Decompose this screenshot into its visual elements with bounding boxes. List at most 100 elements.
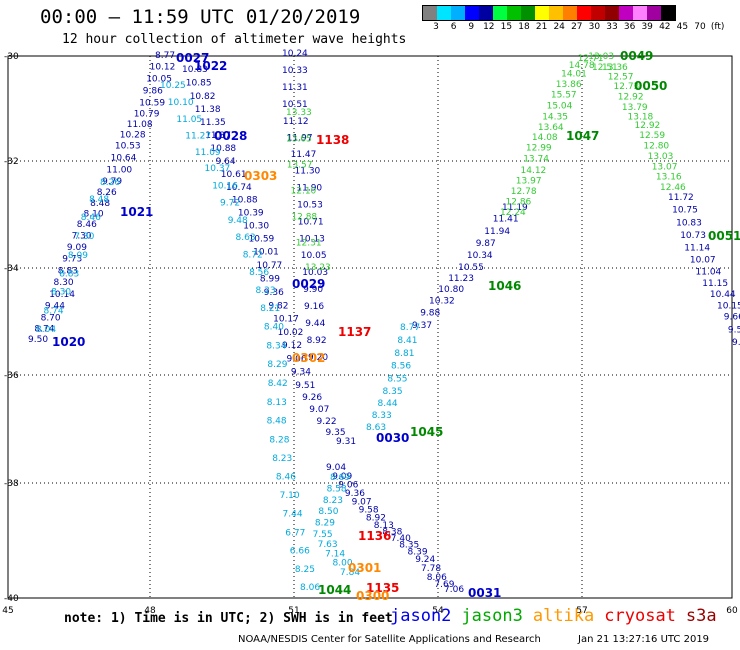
colorbar-tick: 39 <box>641 22 653 32</box>
colorbar-swatch <box>423 6 437 20</box>
swh-value-label: 9.35 <box>326 428 346 438</box>
swh-value-label: 10.15 <box>717 301 740 311</box>
swh-value-label: 11.47 <box>291 150 317 160</box>
swh-value-label: 10.74 <box>226 183 252 193</box>
lat-tick-label: -36 <box>4 371 19 381</box>
swh-value-label: 15.57 <box>551 91 577 101</box>
swh-value-label: 10.07 <box>690 256 716 266</box>
swh-value-label: 7.78 <box>421 564 441 574</box>
swh-value-label: 10.14 <box>49 290 75 300</box>
swh-value-label: 10.59 <box>139 98 165 108</box>
swh-value-label: 11.09 <box>195 148 221 158</box>
pass-id-label: 0049 <box>620 49 653 63</box>
swh-value-label: 13.36 <box>602 63 628 73</box>
swh-value-label: 8.48 <box>90 199 110 209</box>
swh-value-label: 10.75 <box>672 206 698 216</box>
swh-value-label: 12.92 <box>635 121 661 131</box>
swh-value-label: 9.06 <box>287 354 307 364</box>
colorbar-tick: 18 <box>518 22 530 32</box>
swh-value-label: 13.03 <box>588 52 614 62</box>
swh-value-label: 8.00 <box>333 559 353 569</box>
swh-value-label: 11.08 <box>127 120 153 130</box>
pass-id-label: 0302 <box>292 351 325 365</box>
swh-value-label: 13.18 <box>628 112 654 122</box>
footer-note: note: 1) Time is in UTC; 2) SWH is in fe… <box>64 611 393 626</box>
swh-value-label: 7.06 <box>444 585 464 595</box>
swh-value-label: 13.97 <box>516 177 542 187</box>
swh-value-label: 9.48 <box>228 216 248 226</box>
legend-item: s3a <box>685 606 717 626</box>
swh-value-label: 8.40 <box>264 323 284 333</box>
swh-value-label: 8.74 <box>44 306 64 316</box>
swh-value-label: 7.69 <box>434 580 454 590</box>
swh-value-label: 10.05 <box>146 74 172 84</box>
pass-id-label: 0030 <box>376 431 409 445</box>
colorbar-swatch <box>465 6 479 20</box>
swh-value-label: 9.44 <box>45 302 65 312</box>
lon-tick-label: 48 <box>144 606 156 616</box>
swh-value-label: 13.23 <box>305 263 331 273</box>
swh-value-label: 9.24 <box>415 555 435 565</box>
swh-value-label: 10.64 <box>111 154 137 164</box>
swh-value-label: 10.34 <box>467 251 493 261</box>
swh-value-label: 8.30 <box>51 288 71 298</box>
swh-colorbar <box>422 5 676 21</box>
swh-value-label: 8.29 <box>267 360 287 370</box>
swh-value-label: 13.74 <box>523 155 549 165</box>
swh-value-label: 11.12 <box>283 117 309 127</box>
swh-value-label: 8.69 <box>330 473 350 483</box>
swh-value-label: 9.86 <box>143 86 163 96</box>
swh-value-label: 8.83 <box>58 266 78 276</box>
swh-value-label: 8.04 <box>36 325 56 335</box>
swh-value-label: 12.24 <box>500 208 526 218</box>
swh-value-label: 11.00 <box>106 165 132 175</box>
swh-value-label: 12.31 <box>296 238 322 248</box>
swh-value-label: 8.77 <box>155 51 175 61</box>
swh-value-label: 10.79 <box>134 109 160 119</box>
pass-id-label: 1046 <box>488 279 521 293</box>
swh-value-label: 11.31 <box>282 83 308 93</box>
swh-value-label: 11.19 <box>502 203 528 213</box>
swh-value-label: 11.97 <box>287 134 313 144</box>
map-title: 00:00 – 11:59 UTC 01/20/2019 <box>40 6 361 28</box>
swh-value-label: 9.56 <box>728 325 740 335</box>
swh-value-label: 10.83 <box>182 65 208 75</box>
swh-value-label: 12.73 <box>614 82 640 92</box>
colorbar-swatch <box>535 6 549 20</box>
swh-value-label: 8.48 <box>89 195 109 205</box>
colorbar-swatch <box>493 6 507 20</box>
colorbar-tick: 70 <box>694 22 706 32</box>
swh-value-label: 13.86 <box>556 80 582 90</box>
colorbar-tick: 42 <box>659 22 671 32</box>
legend-item: jason2 <box>390 606 452 626</box>
swh-value-label: 10.88 <box>232 196 258 206</box>
swh-value-label: 9.20 <box>308 353 328 363</box>
swh-value-label: 9.66 <box>724 313 740 323</box>
swh-value-label: 7.55 <box>313 530 333 540</box>
swh-value-label: 10.85 <box>186 79 212 89</box>
swh-value-label: 13.79 <box>622 103 648 113</box>
swh-value-label: 9.07 <box>309 405 329 415</box>
swh-value-label: 8.35 <box>399 541 419 551</box>
swh-value-label: 8.58 <box>327 485 347 495</box>
swh-value-label: 10.33 <box>282 66 308 76</box>
swh-value-label: 9.09 <box>67 243 87 253</box>
swh-value-label: 9.26 <box>302 393 322 403</box>
swh-value-label: 12.92 <box>618 93 644 103</box>
swh-value-label: 8.06 <box>300 583 320 593</box>
swh-value-label: 8.35 <box>383 387 403 397</box>
swh-value-label: 10.53 <box>115 142 141 152</box>
swh-value-label: 11.15 <box>702 279 728 289</box>
colorbar-tick: 12 <box>483 22 495 32</box>
swh-value-label: 8.23 <box>256 286 276 296</box>
pass-id-label: 0027 <box>176 51 209 65</box>
pass-id-label: 1137 <box>338 325 371 339</box>
generation-timestamp: Jan 21 13:27:16 UTC 2019 <box>578 634 710 645</box>
swh-value-label: 8.46 <box>276 473 296 483</box>
swh-value-label: 9.51 <box>295 381 315 391</box>
lon-tick-label: 57 <box>576 606 587 616</box>
swh-value-label: 8.33 <box>372 411 392 421</box>
swh-value-label: 9.87 <box>476 239 496 249</box>
pass-id-label: 0301 <box>348 561 381 575</box>
